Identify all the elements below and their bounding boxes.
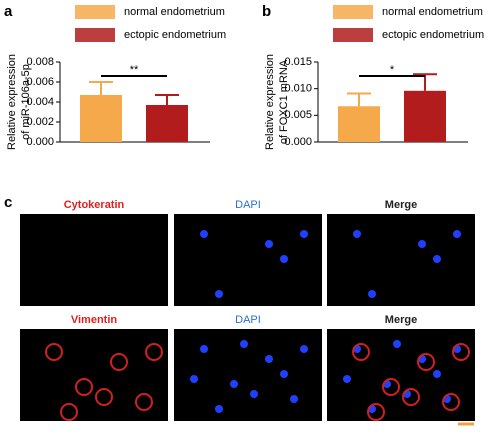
nucleus: [280, 370, 288, 378]
nucleus: [343, 375, 351, 383]
nucleus: [418, 240, 426, 248]
micrograph: [174, 329, 322, 421]
cell: [110, 353, 128, 371]
nucleus: [290, 395, 298, 403]
y-tick-label: 0.008: [26, 56, 54, 68]
cell: [382, 378, 400, 396]
nucleus: [393, 340, 401, 348]
bar: [80, 95, 122, 142]
micrograph: [20, 214, 168, 306]
nucleus: [265, 240, 273, 248]
nucleus: [353, 230, 361, 238]
legend-swatch: [75, 28, 115, 42]
nucleus: [265, 355, 273, 363]
nucleus: [300, 230, 308, 238]
cell: [75, 378, 93, 396]
nucleus: [200, 230, 208, 238]
legend-swatch: [333, 5, 373, 19]
y-tick-label: 0.006: [26, 76, 54, 88]
nucleus: [300, 345, 308, 353]
y-axis-label: Relative expression: [264, 54, 276, 150]
y-tick-label: 0.015: [284, 56, 312, 68]
y-tick-label: 0.000: [284, 136, 312, 148]
nucleus: [250, 390, 258, 398]
nucleus: [368, 290, 376, 298]
channel-label: Cytokeratin: [64, 199, 125, 211]
cell: [45, 343, 63, 361]
nucleus: [200, 345, 208, 353]
channel-label: Vimentin: [71, 314, 118, 326]
cell: [452, 343, 470, 361]
legend-swatch: [333, 28, 373, 42]
y-tick-label: 0.002: [26, 116, 54, 128]
micrograph: [174, 214, 322, 306]
nucleus: [453, 230, 461, 238]
bar: [338, 106, 380, 142]
cell: [135, 393, 153, 411]
legend-label: ectopic endometrium: [124, 29, 226, 41]
cell: [145, 343, 163, 361]
significance-label: *: [390, 64, 395, 76]
cell: [60, 403, 78, 421]
y-tick-label: 0.004: [26, 96, 54, 108]
panel-label: b: [262, 3, 271, 20]
legend-label: normal endometrium: [382, 6, 483, 18]
nucleus: [240, 340, 248, 348]
cell: [352, 343, 370, 361]
cell: [442, 393, 460, 411]
cell: [95, 388, 113, 406]
y-axis-label: Relative expression: [6, 54, 18, 150]
y-axis-label: of miR-106a-5p: [20, 64, 32, 140]
cell: [417, 353, 435, 371]
nucleus: [433, 370, 441, 378]
channel-label: DAPI: [235, 199, 261, 211]
legend-label: ectopic endometrium: [382, 29, 484, 41]
cell: [367, 403, 385, 421]
micrograph: [327, 329, 475, 421]
nucleus: [230, 380, 238, 388]
legend-swatch: [75, 5, 115, 19]
nucleus: [190, 375, 198, 383]
micrograph: [20, 329, 168, 421]
panel-label: a: [4, 3, 13, 20]
channel-label: DAPI: [235, 314, 261, 326]
y-axis-label: of FOXC1 mRNA: [278, 59, 290, 144]
nucleus: [215, 405, 223, 413]
nucleus: [215, 290, 223, 298]
channel-label: Merge: [385, 199, 417, 211]
channel-label: Merge: [385, 314, 417, 326]
nucleus: [280, 255, 288, 263]
y-tick-label: 0.005: [284, 109, 312, 121]
y-tick-label: 0.000: [26, 136, 54, 148]
bar: [404, 90, 446, 142]
nucleus: [433, 255, 441, 263]
legend-label: normal endometrium: [124, 6, 225, 18]
cell: [402, 388, 420, 406]
bar: [146, 105, 188, 142]
panel-label: c: [4, 194, 12, 211]
micrograph: [327, 214, 475, 306]
y-tick-label: 0.010: [284, 83, 312, 95]
significance-label: **: [130, 64, 139, 76]
